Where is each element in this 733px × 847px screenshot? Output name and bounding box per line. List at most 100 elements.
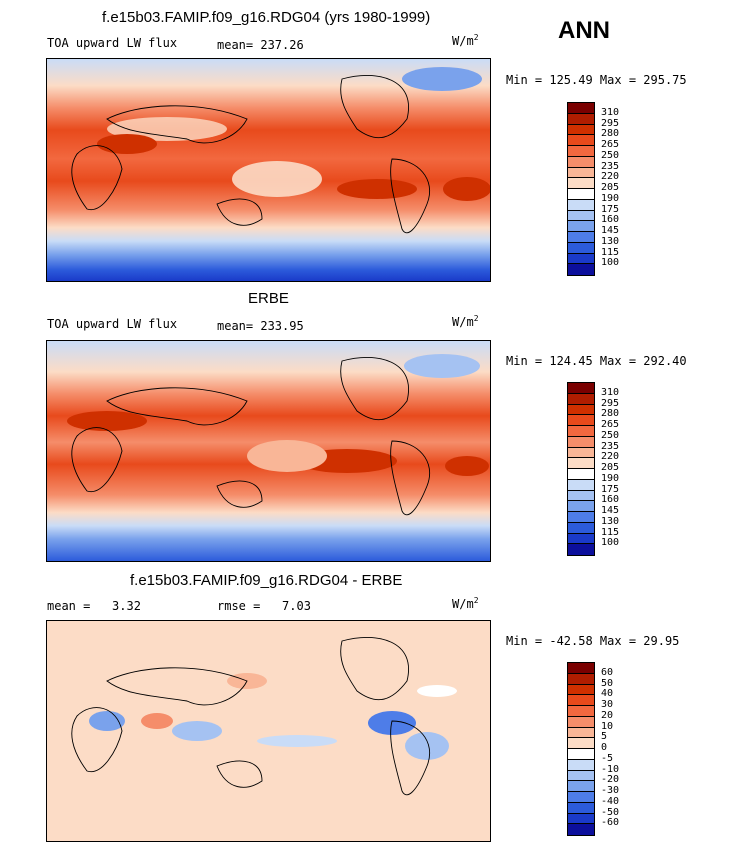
colorbar-tick-label: 30 (601, 699, 614, 710)
colorbar-tick-label: 10 (601, 720, 614, 732)
units-label: W/m2 (452, 33, 479, 48)
colorbar-tick-label: 235 (601, 440, 620, 452)
colorbar-swatch (568, 706, 594, 717)
panel-title: ERBE (248, 290, 289, 307)
map-obs-field (47, 341, 490, 561)
colorbar-tick-label: -60 (601, 817, 620, 829)
colorbar-tick-label: 295 (601, 117, 620, 129)
colorbar-swatch (568, 436, 594, 448)
colorbar-swatch (568, 210, 594, 222)
colorbar-swatch (568, 770, 594, 782)
colorbar-swatch (568, 124, 594, 136)
colorbar-tick-label: 220 (601, 171, 620, 183)
rmse-value: 7.03 (282, 599, 311, 613)
colorbar-tick-label: 190 (601, 192, 620, 204)
colorbar-tick-label: 130 (601, 235, 620, 247)
colorbar-swatch (568, 415, 594, 426)
colorbar-swatch (568, 156, 594, 168)
colorbar-swatch (568, 479, 594, 491)
colorbar-swatch (568, 512, 594, 523)
colorbar-swatch (568, 544, 594, 555)
colorbar-tick-label: 310 (601, 386, 620, 398)
colorbar-swatch (568, 458, 594, 469)
colorbar-tick-label: 100 (601, 257, 620, 269)
mean-label: mean = 3.32 (47, 599, 141, 613)
colorbar-swatch (568, 490, 594, 502)
colorbar-swatch (568, 727, 594, 739)
colorbar-swatch (568, 232, 594, 243)
colorbar-tick-label: -20 (601, 774, 620, 786)
colorbar-tick-label: -10 (601, 763, 620, 775)
colorbar-swatch (568, 781, 594, 792)
colorbar-tick-label: 280 (601, 128, 620, 140)
colorbar-swatch (568, 663, 594, 674)
minmax-label: Min = 125.49 Max = 295.75 (506, 73, 687, 87)
mean-label: mean= 233.95 (217, 319, 304, 333)
colorbar-tick-label: 115 (601, 526, 620, 538)
colorbar-tick-label: 0 (601, 742, 608, 753)
colorbar-tick-label: 265 (601, 419, 620, 430)
colorbar-swatch (568, 673, 594, 685)
mean-label: mean= 237.26 (217, 38, 304, 52)
field-label: TOA upward LW flux (47, 36, 178, 50)
colorbar-tick-label: 220 (601, 451, 620, 463)
colorbar-tick-label: 20 (601, 709, 614, 721)
colorbar (567, 662, 595, 836)
colorbar-tick-label: 5 (601, 731, 608, 743)
map-model-field (47, 59, 490, 281)
colorbar-tick-label: 190 (601, 472, 620, 484)
colorbar (567, 382, 595, 556)
colorbar-swatch (568, 383, 594, 394)
minmax-label: Min = -42.58 Max = 29.95 (506, 634, 680, 648)
season-label: ANN (558, 17, 610, 44)
colorbar-swatch (568, 189, 594, 200)
colorbar-tick-label: 295 (601, 397, 620, 409)
colorbar-swatch (568, 684, 594, 696)
colorbar-tick-label: 40 (601, 688, 614, 700)
map-diff-field (47, 621, 490, 841)
colorbar-swatch (568, 221, 594, 232)
colorbar-swatch (568, 759, 594, 771)
colorbar-tick-label: 145 (601, 225, 620, 236)
colorbar-swatch (568, 813, 594, 825)
colorbar-tick-label: -5 (601, 752, 614, 764)
colorbar-swatch (568, 199, 594, 211)
colorbar-tick-label: 280 (601, 408, 620, 420)
colorbar-swatch (568, 103, 594, 114)
colorbar-tick-label: 250 (601, 149, 620, 161)
map-model (46, 58, 491, 282)
colorbar-swatch (568, 501, 594, 512)
colorbar-tick-label: 310 (601, 106, 620, 118)
colorbar-swatch (568, 393, 594, 405)
colorbar-tick-label: 250 (601, 429, 620, 441)
colorbar-swatch (568, 242, 594, 254)
colorbar-swatch (568, 824, 594, 835)
mean-value: 3.32 (112, 599, 141, 613)
colorbar-swatch (568, 469, 594, 480)
colorbar-swatch (568, 447, 594, 459)
colorbar-swatch (568, 135, 594, 146)
colorbar-swatch (568, 426, 594, 437)
colorbar-tick-label: 115 (601, 246, 620, 258)
colorbar-tick-label: -40 (601, 795, 620, 807)
colorbar-tick-label: 265 (601, 139, 620, 150)
colorbar-tick-label: 100 (601, 537, 620, 549)
colorbar-tick-label: -30 (601, 785, 620, 796)
colorbar-swatch (568, 253, 594, 265)
colorbar-swatch (568, 167, 594, 179)
colorbar-swatch (568, 802, 594, 814)
colorbar-swatch (568, 533, 594, 545)
colorbar-tick-label: 50 (601, 677, 614, 689)
colorbar-tick-label: 205 (601, 182, 620, 193)
minmax-label: Min = 124.45 Max = 292.40 (506, 354, 687, 368)
colorbar-swatch (568, 716, 594, 728)
colorbar-tick-label: 145 (601, 505, 620, 516)
colorbar-swatch (568, 738, 594, 749)
panel-title: f.e15b03.FAMIP.f09_g16.RDG04 - ERBE (130, 572, 403, 589)
colorbar-swatch (568, 695, 594, 706)
mean-value: 233.95 (260, 319, 304, 333)
colorbar-tick-label: 235 (601, 160, 620, 172)
colorbar (567, 102, 595, 276)
colorbar-swatch (568, 146, 594, 157)
colorbar-tick-label: 160 (601, 494, 620, 506)
